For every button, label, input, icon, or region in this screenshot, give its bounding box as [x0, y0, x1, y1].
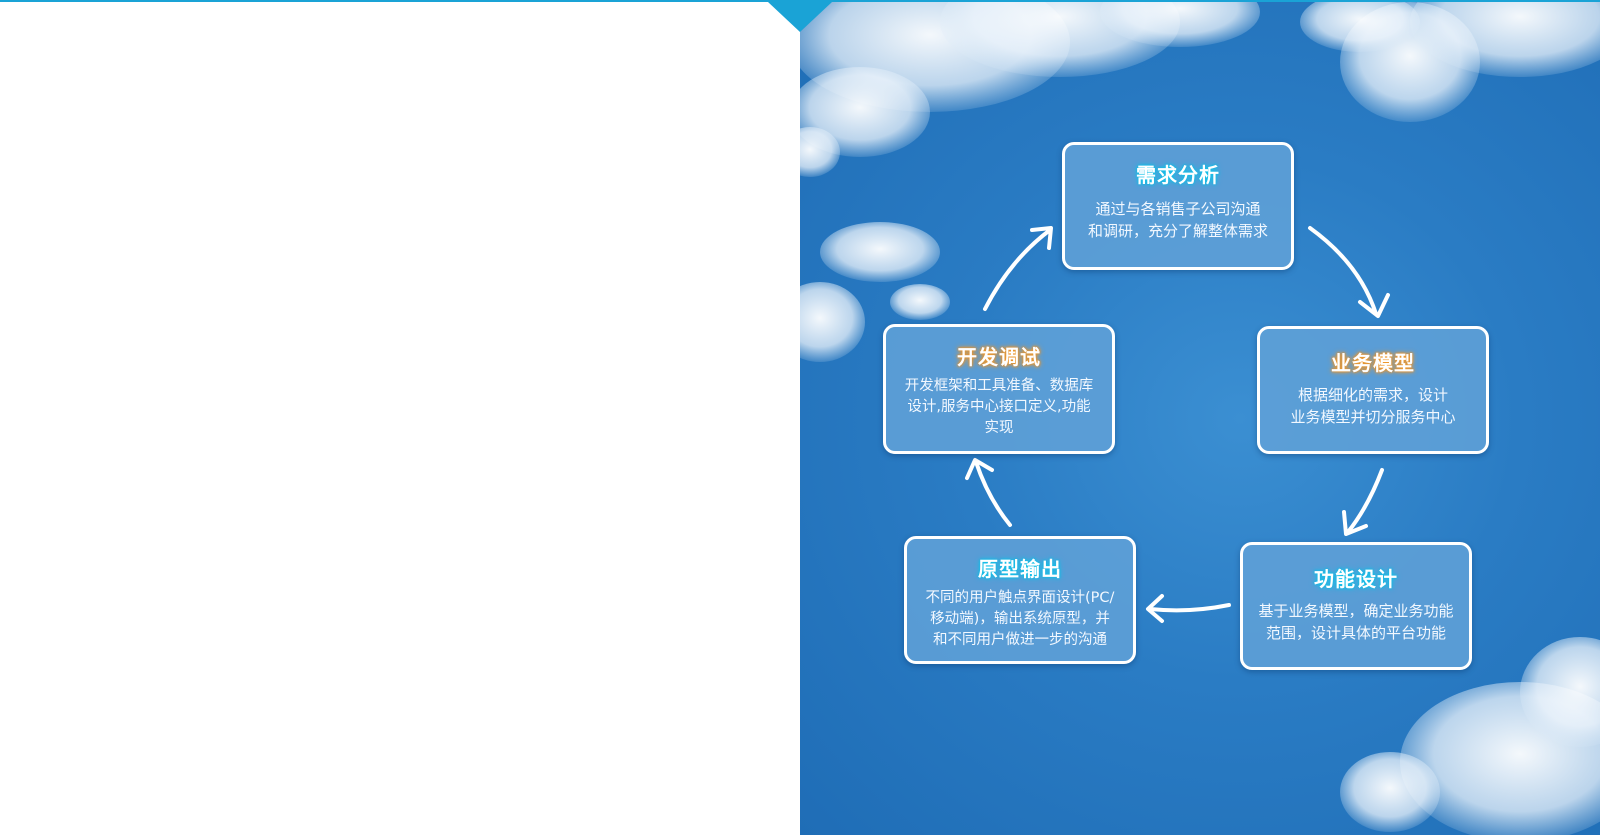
notch-indicator: [768, 2, 832, 32]
arrow-2-to-3: [1346, 468, 1384, 534]
step-card-business-model: 业务模型 根据细化的需求，设计 业务模型并切分服务中心: [1257, 326, 1489, 454]
arrow-1-to-2: [1308, 226, 1378, 316]
sky-panel: 需求分析 通过与各销售子公司沟通 和调研，充分了解整体需求 业务模型 根据细化的…: [800, 2, 1600, 835]
step-title: 开发调试: [957, 345, 1041, 369]
step-description: 开发框架和工具准备、数据库 设计,服务中心接口定义,功能 实现: [904, 378, 1094, 436]
step-card-function-design: 功能设计 基于业务模型，确定业务功能 范围，设计具体的平台功能: [1240, 542, 1472, 670]
top-accent-line: [0, 0, 1600, 2]
arrow-5-to-1: [983, 228, 1052, 311]
step-card-requirements: 需求分析 通过与各销售子公司沟通 和调研，充分了解整体需求: [1062, 142, 1294, 270]
step-description: 通过与各销售子公司沟通 和调研，充分了解整体需求: [1087, 200, 1268, 240]
arrow-4-to-5: [974, 460, 1012, 527]
cycle-arrows: [965, 226, 1390, 623]
step-title: 业务模型: [1331, 351, 1415, 375]
step-title: 原型输出: [978, 557, 1062, 581]
step-description: 根据细化的需求，设计 业务模型并切分服务中心: [1290, 386, 1456, 426]
step-description: 基于业务模型，确定业务功能 范围，设计具体的平台功能: [1258, 602, 1454, 642]
step-card-prototype-output: 原型输出 不同的用户触点界面设计(PC/ 移动端)，输出系统原型，并 和不同用户…: [904, 536, 1136, 664]
step-title: 需求分析: [1136, 163, 1220, 187]
step-card-development: 开发调试 开发框架和工具准备、数据库 设计,服务中心接口定义,功能 实现: [883, 324, 1115, 454]
arrow-3-to-4: [1148, 603, 1231, 613]
step-description: 不同的用户触点界面设计(PC/ 移动端)，输出系统原型，并 和不同用户做进一步的…: [925, 590, 1115, 648]
step-title: 功能设计: [1314, 567, 1398, 591]
